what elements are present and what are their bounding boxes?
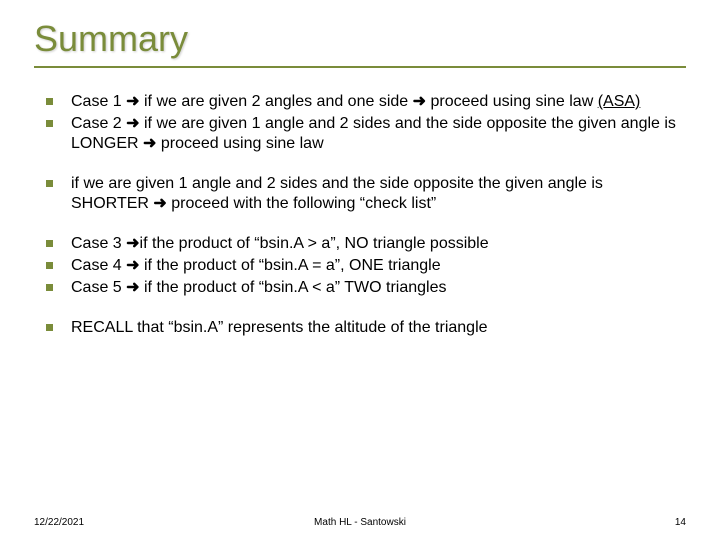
bullet-item: Case 3 ➜if the product of “bsin.A > a”, … — [46, 234, 680, 254]
bullet-text: RECALL that “bsin.A” represents the alti… — [71, 318, 680, 338]
bullet-item: Case 4 ➜ if the product of “bsin.A = a”,… — [46, 256, 680, 276]
arrow-icon: ➜ — [126, 279, 139, 296]
arrow-icon: ➜ — [126, 235, 139, 252]
bullet-item: Case 1 ➜ if we are given 2 angles and on… — [46, 92, 680, 112]
arrow-icon: ➜ — [126, 115, 139, 132]
footer-page: 14 — [675, 517, 686, 528]
bullet-group: Case 1 ➜ if we are given 2 angles and on… — [46, 92, 680, 154]
slide-content: Case 1 ➜ if we are given 2 angles and on… — [34, 92, 686, 338]
bullet-marker-icon — [46, 120, 53, 127]
bullet-text: Case 2 ➜ if we are given 1 angle and 2 s… — [71, 114, 680, 154]
bullet-marker-icon — [46, 180, 53, 187]
bullet-text: if we are given 1 angle and 2 sides and … — [71, 174, 680, 214]
arrow-icon: ➜ — [153, 195, 166, 212]
arrow-icon: ➜ — [126, 257, 139, 274]
bullet-marker-icon — [46, 240, 53, 247]
bullet-group: RECALL that “bsin.A” represents the alti… — [46, 318, 680, 338]
slide: Summary Case 1 ➜ if we are given 2 angle… — [0, 0, 720, 540]
underlined-text: (ASA) — [598, 93, 641, 110]
arrow-icon: ➜ — [413, 93, 426, 110]
title-underline: Summary — [34, 18, 686, 68]
bullet-group: Case 3 ➜if the product of “bsin.A > a”, … — [46, 234, 680, 298]
arrow-icon: ➜ — [126, 93, 139, 110]
bullet-item: RECALL that “bsin.A” represents the alti… — [46, 318, 680, 338]
bullet-marker-icon — [46, 98, 53, 105]
bullet-text: Case 4 ➜ if the product of “bsin.A = a”,… — [71, 256, 680, 276]
bullet-item: Case 5 ➜ if the product of “bsin.A < a” … — [46, 278, 680, 298]
bullet-item: Case 2 ➜ if we are given 1 angle and 2 s… — [46, 114, 680, 154]
bullet-marker-icon — [46, 262, 53, 269]
slide-footer: 12/22/2021 Math HL - Santowski 14 — [34, 517, 686, 528]
bullet-text: Case 3 ➜if the product of “bsin.A > a”, … — [71, 234, 680, 254]
bullet-marker-icon — [46, 324, 53, 331]
bullet-marker-icon — [46, 284, 53, 291]
footer-center: Math HL - Santowski — [314, 517, 406, 528]
bullet-group: if we are given 1 angle and 2 sides and … — [46, 174, 680, 214]
bullet-item: if we are given 1 angle and 2 sides and … — [46, 174, 680, 214]
bullet-text: Case 1 ➜ if we are given 2 angles and on… — [71, 92, 680, 112]
slide-title: Summary — [34, 18, 686, 60]
bullet-text: Case 5 ➜ if the product of “bsin.A < a” … — [71, 278, 680, 298]
arrow-icon: ➜ — [143, 135, 156, 152]
footer-date: 12/22/2021 — [34, 517, 84, 528]
